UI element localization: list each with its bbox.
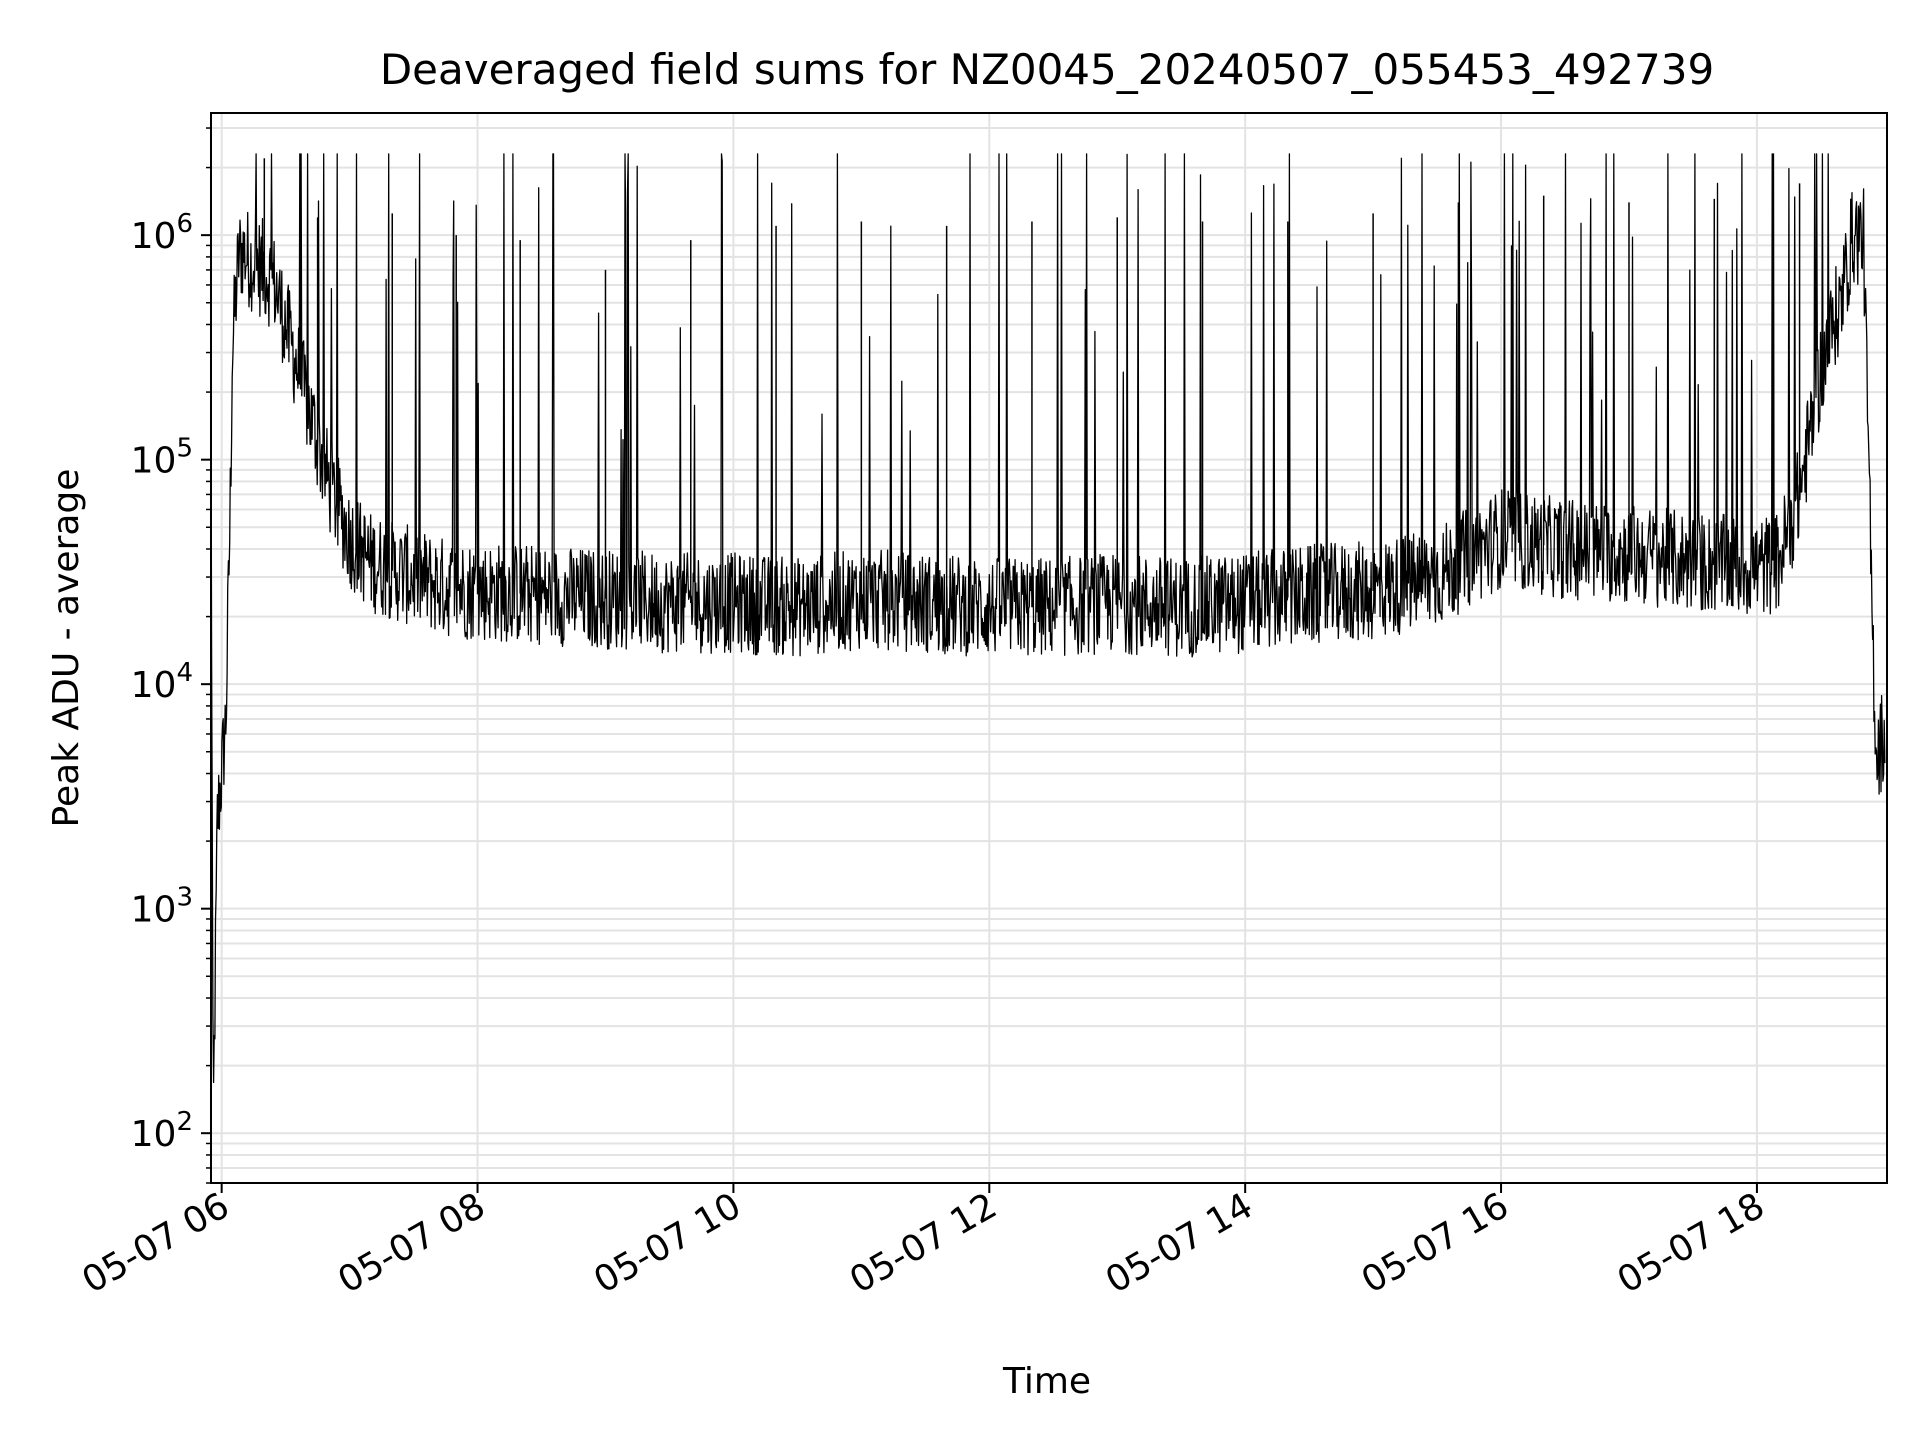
y-tick-label: 102 (131, 1107, 193, 1155)
grid (211, 113, 1887, 1184)
y-tick-label: 106 (131, 209, 193, 257)
y-axis-ticks: 102 103 104 105 106 (131, 127, 211, 1184)
x-axis-label: Time (1002, 1361, 1091, 1402)
plot-frame (210, 112, 1888, 1184)
chart-title: Deaveraged field sums for NZ0045_2024050… (380, 45, 1714, 94)
y-tick-label: 103 (131, 883, 193, 931)
y-axis-label: Peak ADU - average (46, 469, 87, 828)
series-line (210, 153, 1886, 1084)
data-series (210, 153, 1886, 1084)
y-tick-label: 105 (131, 434, 193, 482)
y-tick-label: 104 (131, 658, 193, 706)
